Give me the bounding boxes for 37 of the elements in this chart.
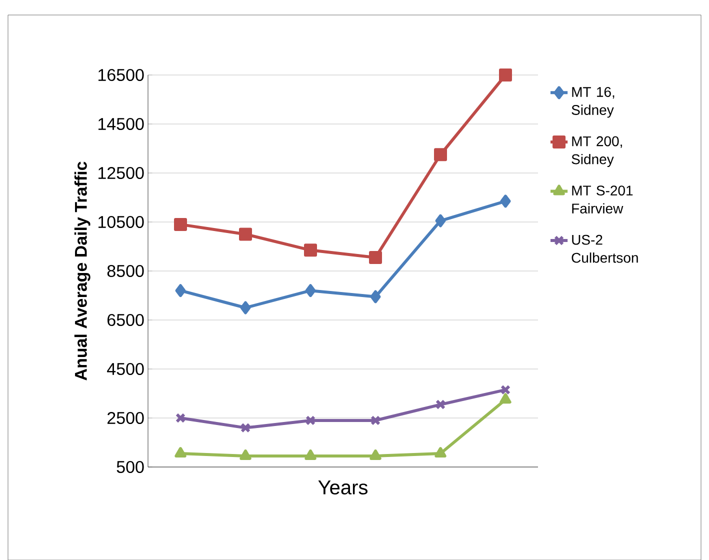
point	[499, 68, 512, 82]
y-tick-label: 6500	[108, 314, 144, 326]
y-tick-label: 2500	[108, 412, 144, 424]
point	[434, 447, 446, 458]
point	[305, 415, 316, 426]
point	[500, 194, 511, 208]
y-tick-label: 4500	[107, 362, 144, 376]
point	[240, 422, 251, 433]
legend-label: US-2 Culbertson	[572, 234, 638, 263]
point	[370, 290, 381, 304]
y-axis-title: Anual Average Daily Traffic	[74, 162, 90, 380]
point	[434, 148, 447, 162]
y-tick-label: 14500	[98, 118, 144, 130]
x-axis-title: Years	[318, 480, 368, 494]
point	[175, 284, 186, 298]
point	[305, 284, 316, 298]
legend-label: MT 16, Sidney	[572, 87, 614, 118]
y-tick-label: 16500	[98, 68, 144, 82]
point	[240, 301, 251, 314]
legend-label: MT S-201 Fairview	[572, 186, 633, 214]
point	[369, 251, 382, 264]
y-tick-label: 10500	[98, 216, 144, 228]
y-tick-label: 500	[116, 460, 144, 474]
point	[304, 449, 316, 460]
point	[435, 214, 446, 228]
y-tick-label: 8500	[107, 264, 144, 278]
point	[370, 415, 381, 426]
y-tick-label: 12500	[98, 166, 144, 180]
point	[174, 447, 186, 458]
point	[304, 244, 318, 257]
point	[435, 399, 446, 410]
point	[500, 393, 512, 404]
point	[239, 228, 252, 241]
point	[174, 218, 188, 231]
point	[240, 449, 252, 460]
point	[370, 449, 382, 460]
legend-label: MT 200, Sidney	[572, 136, 622, 167]
